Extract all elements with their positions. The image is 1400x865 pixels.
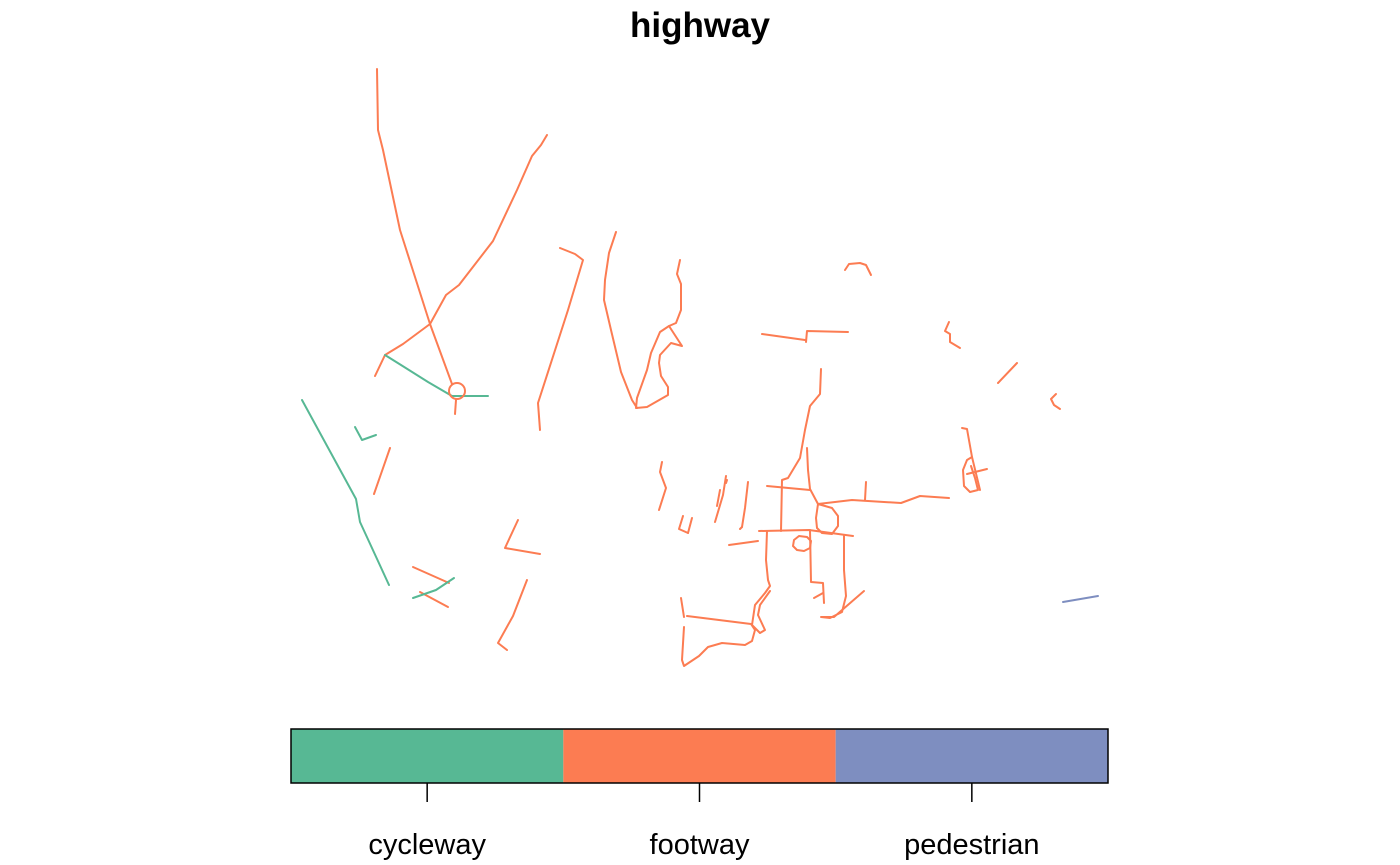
footway-line bbox=[603, 231, 638, 409]
footway-line bbox=[454, 399, 457, 415]
footway-line bbox=[739, 526, 743, 530]
footway-line bbox=[766, 485, 811, 491]
footway-line bbox=[815, 503, 839, 535]
footway-line bbox=[537, 247, 584, 431]
footway-line bbox=[820, 535, 865, 619]
footway-line bbox=[681, 615, 756, 667]
footway-line bbox=[678, 515, 689, 534]
footway-line bbox=[1050, 393, 1061, 410]
footway-line bbox=[805, 330, 849, 343]
footway-line bbox=[728, 540, 759, 546]
cycleway-line bbox=[354, 426, 377, 441]
legend-label-cycleway: cycleway bbox=[368, 829, 486, 861]
footway-line bbox=[944, 321, 961, 349]
legend-swatch-pedestrian bbox=[835, 729, 1108, 783]
footway-line bbox=[725, 479, 728, 484]
footway-line bbox=[497, 579, 528, 651]
legend-swatch-cycleway bbox=[291, 729, 564, 783]
cycleway-line bbox=[301, 399, 390, 586]
legend-label-footway: footway bbox=[650, 829, 750, 861]
footway-line bbox=[844, 262, 872, 276]
pedestrian-line bbox=[1062, 595, 1099, 603]
footway-line bbox=[716, 489, 721, 507]
footway-line bbox=[751, 530, 771, 634]
footway-line bbox=[714, 475, 727, 523]
footway-line bbox=[961, 427, 981, 491]
cycleway-line bbox=[412, 577, 455, 599]
footway-line bbox=[374, 134, 548, 377]
legend: cycleway footway pedestrian bbox=[290, 728, 1109, 861]
legend-swatch-footway bbox=[563, 729, 836, 783]
footway-line bbox=[813, 592, 824, 599]
footway-line bbox=[687, 517, 693, 534]
footway-line bbox=[635, 325, 683, 409]
footway-line bbox=[504, 519, 541, 555]
footway-line bbox=[373, 447, 391, 495]
footway-line bbox=[658, 461, 667, 511]
footway-line bbox=[997, 362, 1018, 384]
footway-line bbox=[864, 481, 867, 501]
legend-border bbox=[290, 728, 1109, 784]
feature-lines bbox=[301, 68, 1099, 667]
footway-line bbox=[806, 447, 950, 505]
footway-line bbox=[761, 333, 806, 341]
footway-line bbox=[792, 535, 812, 552]
footway-line bbox=[758, 529, 854, 537]
footway-line bbox=[680, 597, 685, 618]
cycleway-line bbox=[384, 354, 489, 397]
legend-label-pedestrian: pedestrian bbox=[904, 829, 1039, 861]
footway-line bbox=[966, 468, 988, 475]
footway-line bbox=[962, 456, 979, 493]
footway-line bbox=[668, 259, 682, 327]
footway-line bbox=[376, 68, 453, 385]
footway-roundabout bbox=[448, 382, 466, 400]
footway-line bbox=[780, 368, 822, 532]
footway-line bbox=[741, 481, 749, 528]
map-title: highway bbox=[630, 6, 771, 45]
footway-line bbox=[412, 566, 450, 584]
footway-line bbox=[809, 529, 825, 604]
